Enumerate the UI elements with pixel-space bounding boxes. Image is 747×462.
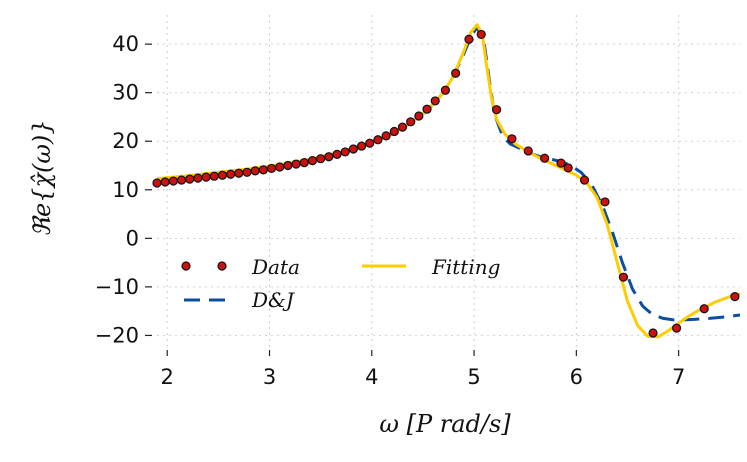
data-point — [168, 176, 178, 186]
plot-area — [152, 23, 741, 339]
y-tick-label: −20 — [95, 323, 139, 347]
data-point — [307, 156, 318, 166]
data-point — [422, 104, 432, 114]
data-point — [316, 154, 326, 164]
series-line-fitting — [157, 23, 741, 339]
data-point — [266, 163, 277, 174]
data-point — [451, 68, 461, 78]
data-point — [160, 177, 170, 187]
data-point — [397, 122, 408, 132]
data-point — [476, 29, 486, 40]
data-point — [258, 165, 268, 175]
data-point — [324, 152, 334, 162]
data-point — [209, 171, 219, 181]
data-point — [381, 131, 391, 141]
data-point — [365, 138, 375, 148]
data-point — [671, 323, 682, 333]
y-tick-label: 30 — [112, 81, 139, 105]
x-axis-label: ω [P rad/s] — [379, 410, 511, 438]
axes: 2 3 4 5 6 7 −20 −10 0 10 20 30 40 — [95, 32, 686, 389]
data-point — [389, 126, 399, 137]
x-tick-label: 6 — [570, 365, 583, 389]
legend-label-fitting: Fitting — [431, 255, 500, 279]
data-point — [430, 96, 440, 106]
x-tick-label: 2 — [161, 365, 174, 389]
x-tick-label: 5 — [467, 365, 480, 389]
data-point — [226, 169, 236, 179]
y-axis-label: ℜe{χ̂(ω)} — [28, 119, 56, 236]
y-tick-label: 20 — [112, 129, 139, 153]
data-point — [283, 160, 293, 171]
data-point — [556, 158, 566, 168]
data-point — [275, 162, 285, 172]
data-point — [234, 168, 244, 178]
data-point — [523, 146, 533, 156]
data-point — [699, 304, 709, 314]
data-point — [730, 291, 740, 302]
y-tick-label: 40 — [112, 32, 139, 56]
data-point — [356, 141, 367, 151]
x-tick-label: 4 — [365, 365, 378, 389]
data-point — [464, 34, 474, 44]
data-point — [373, 135, 383, 145]
data-point — [176, 175, 187, 185]
data-point — [507, 134, 517, 144]
data-point — [152, 178, 162, 188]
legend: Data D&J Fitting — [181, 255, 500, 312]
data-point — [406, 117, 416, 127]
legend-marker-data — [181, 261, 191, 271]
data-point — [193, 173, 203, 183]
data-point — [332, 149, 342, 159]
data-point — [250, 166, 260, 176]
data-point — [340, 147, 350, 157]
data-point — [579, 175, 590, 185]
grid — [157, 15, 740, 350]
x-tick-label: 7 — [672, 365, 685, 389]
data-point — [217, 170, 228, 180]
legend-label-dj: D&J — [251, 288, 295, 312]
data-point — [348, 144, 358, 154]
y-tick-label: 10 — [112, 178, 139, 202]
data-point — [299, 157, 309, 168]
data-point — [291, 159, 301, 169]
x-tick-label: 3 — [263, 365, 276, 389]
legend-marker-data — [217, 261, 227, 271]
data-point — [414, 111, 424, 121]
data-point — [618, 272, 629, 282]
data-point — [600, 197, 610, 207]
data-point — [563, 163, 573, 173]
data-point — [491, 105, 502, 115]
y-tick-label: 0 — [126, 226, 139, 250]
data-point — [201, 172, 211, 182]
data-point — [440, 85, 451, 95]
legend-label-data: Data — [251, 255, 300, 279]
y-tick-label: −10 — [95, 275, 139, 299]
data-point — [242, 167, 252, 177]
data-point — [540, 153, 550, 163]
data-point — [648, 328, 658, 338]
data-point — [185, 174, 195, 184]
